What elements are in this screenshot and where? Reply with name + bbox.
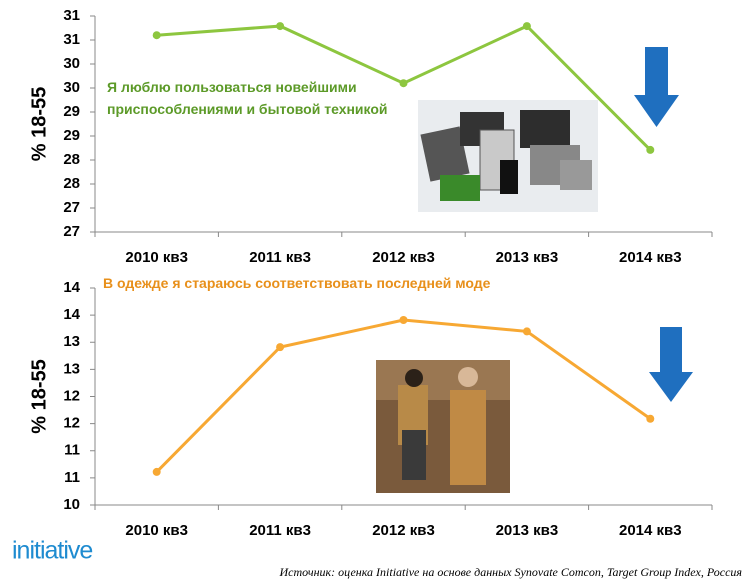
- x-tick-label: 2014 кв3: [619, 522, 682, 539]
- y-tick-label: 31: [63, 31, 80, 48]
- x-tick-label: 2012 кв3: [372, 249, 435, 266]
- y-tick-label: 11: [64, 469, 80, 486]
- fashion-image: [376, 360, 510, 493]
- point: [522, 22, 531, 31]
- y-tick-label: 31: [63, 7, 80, 24]
- y-tick-label: 27: [63, 223, 80, 240]
- annotation: Я люблю пользоваться новейшими приспособл…: [107, 79, 388, 117]
- y-tick-label: 29: [63, 103, 80, 120]
- y-tick-label: 13: [63, 333, 80, 350]
- y-tick-label: 29: [63, 127, 80, 144]
- x-tick-label: 2011 кв3: [249, 249, 311, 266]
- y-tick-label: 13: [63, 360, 80, 377]
- point: [646, 145, 655, 154]
- y-axis-label: % 18-55: [28, 359, 50, 434]
- point: [152, 467, 161, 476]
- chart: 10 11 11 12 12 13 13 14 14 2010 кв3 2011 кв3 2012 к…: [28, 275, 713, 539]
- source: Источник: оценка Initiative на основе да…: [279, 565, 743, 579]
- x-tick-label: 2014 кв3: [619, 249, 682, 266]
- down-arrow: [634, 47, 679, 127]
- annotation: В одежде я стараюсь соответствовать посл…: [103, 275, 491, 291]
- y-tick-label: 27: [63, 199, 80, 216]
- y-tick-label: 11: [64, 442, 80, 459]
- down-arrow: [649, 327, 693, 402]
- x-tick-label: 2012 кв3: [372, 522, 435, 539]
- x-tick-label: 2011 кв3: [249, 522, 311, 539]
- x-tick-label: 2013 кв3: [496, 249, 559, 266]
- x-tick-label: 2013 кв3: [496, 522, 559, 539]
- point: [276, 22, 285, 31]
- y-tick-label: 10: [63, 496, 80, 513]
- gadgets-image: [418, 100, 598, 212]
- y-tick-label: 14: [63, 279, 80, 296]
- point: [399, 316, 408, 325]
- chart: 27 27 28 28 29 29 30 30 31 31 2010 кв3 2011 кв3 2012…: [28, 7, 713, 266]
- point: [522, 327, 531, 336]
- y-axis-label: % 18-55: [28, 87, 50, 162]
- y-tick-label: 28: [63, 151, 80, 168]
- logo: initiative: [12, 537, 92, 565]
- x-tick-label: 2010 кв3: [125, 249, 188, 266]
- point: [646, 414, 655, 423]
- point: [276, 343, 285, 352]
- point: [399, 79, 408, 88]
- y-tick-label: 12: [63, 387, 80, 404]
- y-tick-label: 14: [63, 306, 80, 323]
- point: [152, 31, 161, 40]
- y-tick-label: 30: [63, 55, 80, 72]
- y-tick-label: 12: [63, 415, 80, 432]
- x-tick-label: 2010 кв3: [125, 522, 188, 539]
- y-tick-label: 28: [63, 175, 80, 192]
- y-tick-label: 30: [63, 79, 80, 96]
